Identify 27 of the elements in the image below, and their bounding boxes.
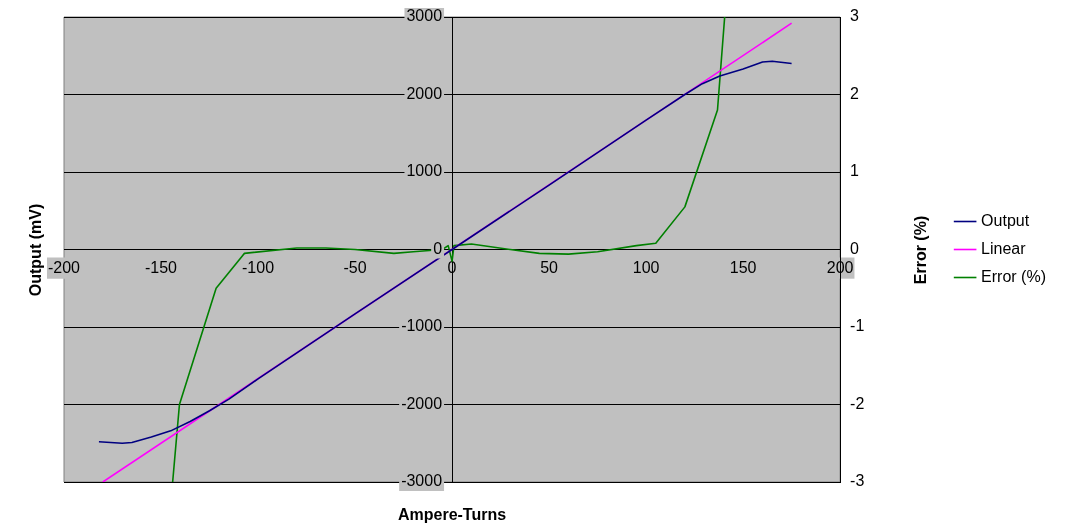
y-tick-label: -3000 — [401, 472, 443, 490]
y-tick-label: 1000 — [406, 162, 443, 180]
legend-label: Error (%) — [981, 267, 1047, 285]
y-tick-label: 3000 — [406, 7, 443, 25]
x-tick-label: -150 — [145, 258, 178, 276]
x-tick-label: -50 — [343, 258, 367, 276]
y-axis-title: Output (mV) — [27, 203, 45, 296]
y2-tick-label: 3 — [850, 7, 860, 25]
y2-axis-title: Error (%) — [912, 215, 931, 284]
x-axis-title: Ampere-Turns — [397, 506, 507, 524]
x-tick-label: 50 — [540, 258, 559, 276]
y2-tick-label: 1 — [850, 162, 860, 180]
y-tick-label: 2000 — [406, 84, 443, 102]
legend-label: Output — [981, 211, 1030, 229]
y2-tick-label: -3 — [850, 472, 865, 490]
y2-tick-label: 0 — [850, 239, 860, 257]
x-tick-label: -200 — [47, 258, 81, 276]
y-tick-label: -1000 — [401, 317, 443, 335]
y-tick-label: 0 — [433, 239, 443, 257]
x-tick-label: -100 — [242, 258, 275, 276]
y2-tick-label: -2 — [850, 394, 865, 412]
x-tick-label: 100 — [632, 258, 660, 276]
x-tick-label: 150 — [729, 258, 757, 276]
legend-label: Linear — [981, 239, 1027, 257]
y-tick-label: -2000 — [401, 394, 443, 412]
y2-tick-label: 2 — [850, 84, 860, 102]
y2-tick-label: -1 — [850, 317, 865, 335]
